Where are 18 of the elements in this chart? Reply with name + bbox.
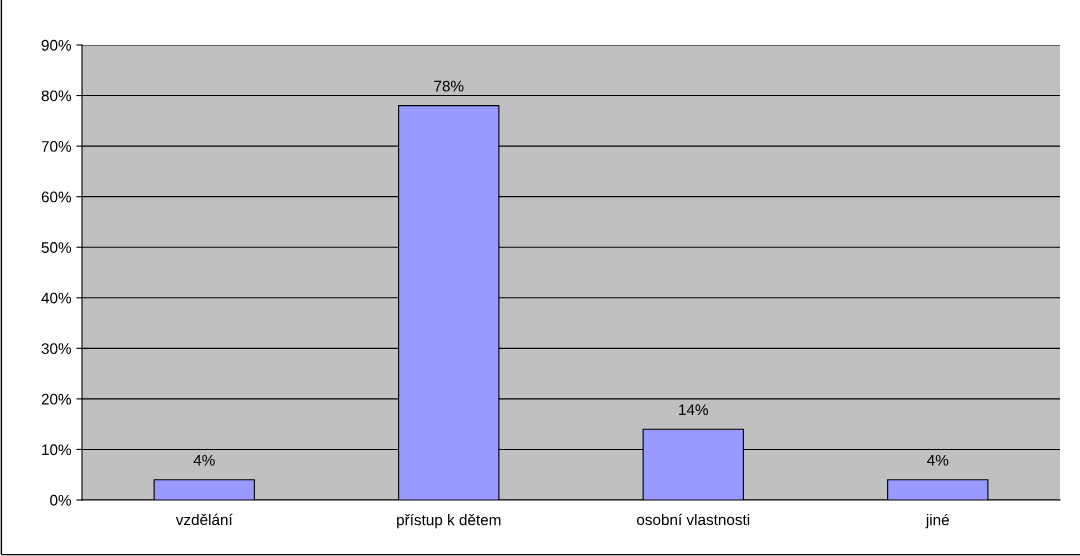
data-label: 78% [434, 80, 464, 92]
y-tick-label: 70% [41, 140, 72, 152]
y-tick-label: 40% [41, 292, 72, 304]
y-tick-label: 50% [41, 242, 72, 253]
x-tick-label: osobní vlastnosti [637, 513, 750, 526]
data-label: 4% [927, 454, 949, 466]
y-tick-label: 60% [41, 191, 72, 203]
data-label: 4% [193, 454, 215, 466]
data-label: 14% [679, 404, 708, 416]
y-tick-label: 20% [41, 393, 72, 405]
y-tick-label: 80% [41, 90, 72, 102]
x-tick-label: přístup k dětem [397, 513, 501, 529]
y-tick-label: 10% [42, 444, 72, 456]
y-tick-label: 0% [50, 494, 72, 506]
x-tick-label: vzdělání [175, 513, 233, 526]
x-tick-label: jiné [925, 513, 949, 529]
y-tick-label: 30% [41, 343, 72, 355]
y-tick-label: 90% [41, 39, 72, 51]
